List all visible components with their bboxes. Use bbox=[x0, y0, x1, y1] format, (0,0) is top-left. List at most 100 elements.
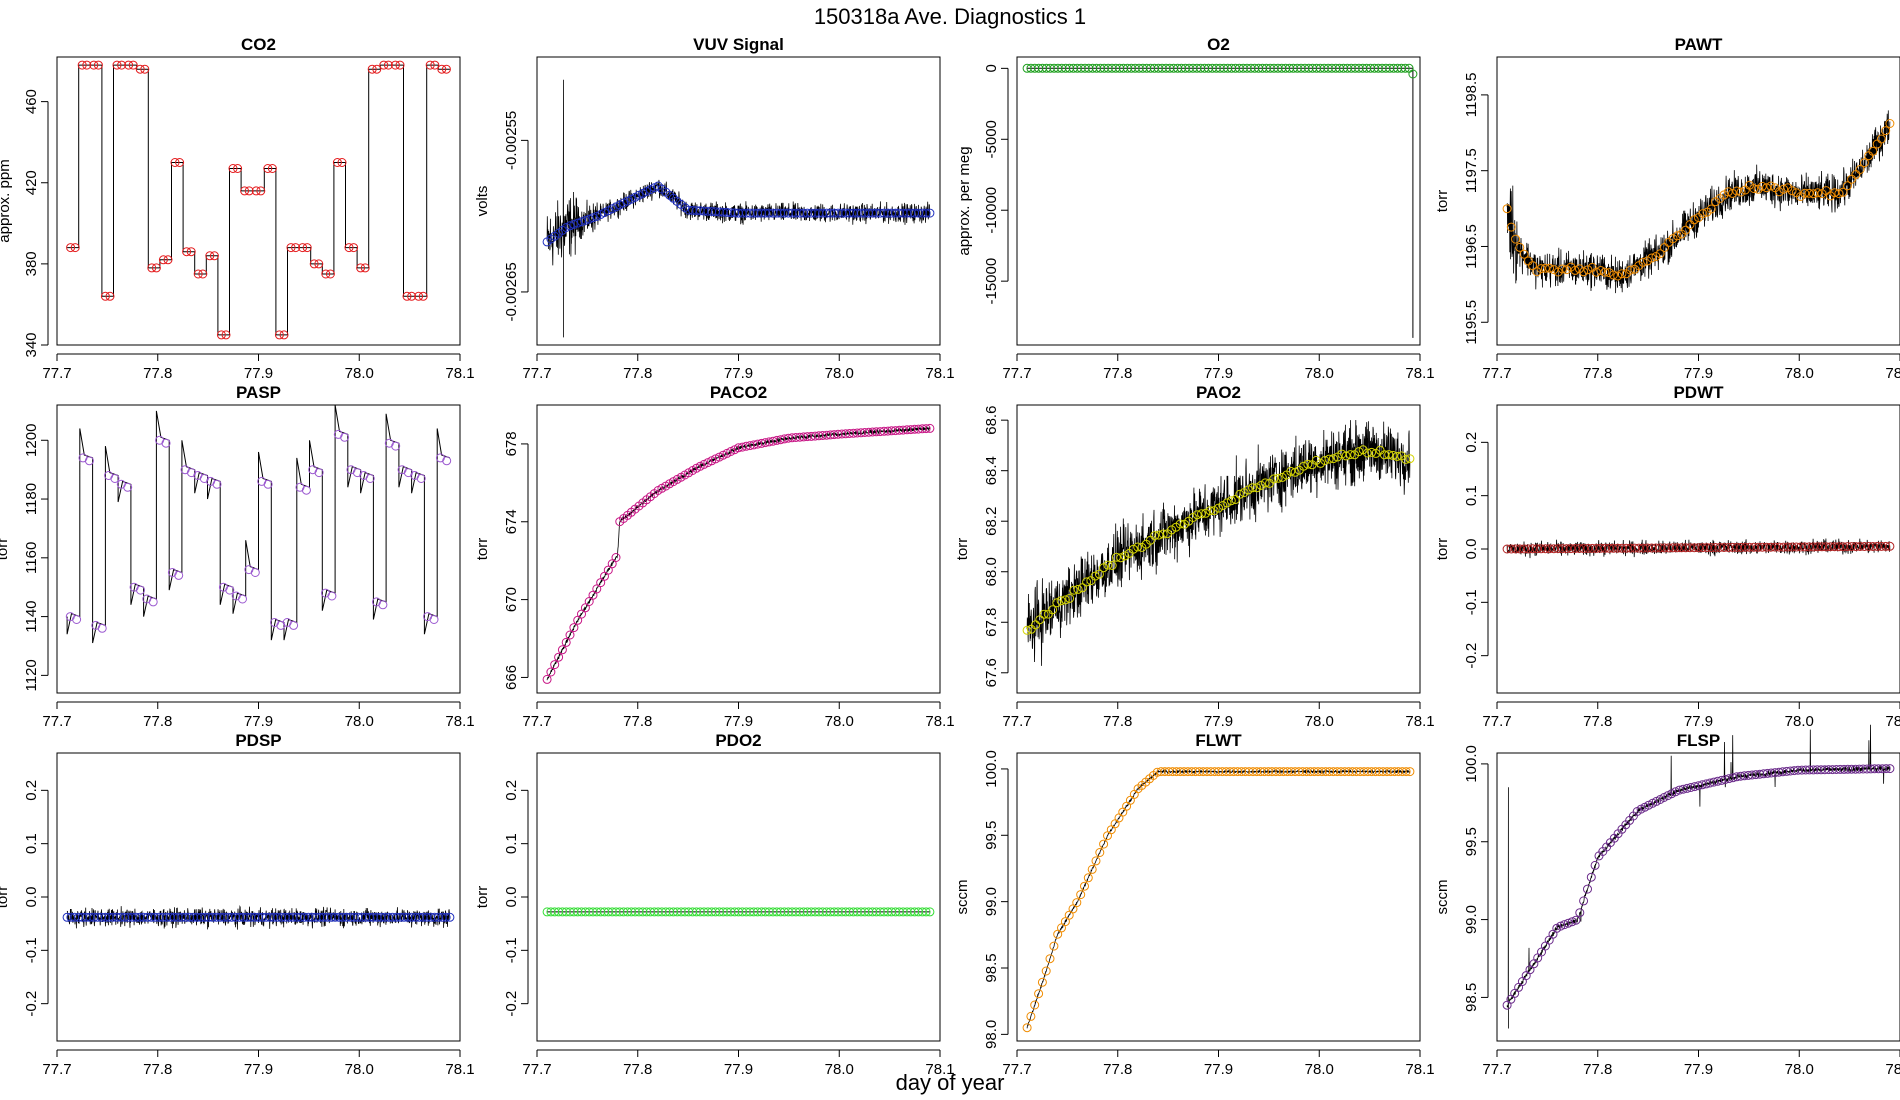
pao2-point bbox=[1128, 544, 1138, 554]
pao2-point bbox=[1405, 454, 1415, 464]
pao2-point bbox=[1320, 456, 1330, 465]
co2-point bbox=[70, 243, 80, 253]
co2-frame bbox=[56, 56, 461, 346]
co2-panel: CO2 77.7 77.8 77.9 78.0 78.1 340 380 420 460 appro… bbox=[0, 35, 475, 382]
co2-point bbox=[379, 60, 389, 70]
pao2-x-tick-label: 78.1 bbox=[1405, 713, 1434, 730]
co2-point bbox=[349, 243, 359, 253]
pasp-point bbox=[110, 474, 120, 483]
paco2-y-tick-label: 678 bbox=[503, 431, 520, 456]
o2-title: O2 bbox=[1207, 35, 1230, 54]
pao2-point bbox=[1158, 529, 1168, 539]
co2-point bbox=[321, 269, 331, 279]
pdwt-point bbox=[1664, 543, 1674, 553]
x-axis-label: day of year bbox=[895, 1070, 1005, 1095]
paco2-y-label: torr bbox=[474, 538, 491, 561]
pasp-point bbox=[301, 485, 311, 495]
flwt-x-tick-label: 77.7 bbox=[1002, 1061, 1031, 1078]
vuv-point bbox=[577, 217, 586, 227]
flsp-y-tick-label: 99.5 bbox=[1463, 827, 1480, 856]
pawt-point bbox=[1855, 165, 1865, 174]
pao2-point bbox=[1082, 577, 1092, 587]
pawt-point bbox=[1732, 186, 1742, 196]
pasp-x-tick-label: 78.1 bbox=[445, 713, 474, 730]
pao2-point bbox=[1243, 485, 1253, 495]
pao2-panel: PAO2 77.7 77.8 77.9 78.0 78.1 67.6 67.8 68.0 68.2… bbox=[954, 383, 1435, 730]
o2-x-tick-label: 78.1 bbox=[1405, 365, 1434, 382]
pdwt-x-tick-label: 77.7 bbox=[1482, 713, 1511, 730]
pawt-point bbox=[1808, 189, 1818, 199]
o2-x-tick-label: 77.8 bbox=[1103, 365, 1132, 382]
pao2-point bbox=[1048, 605, 1058, 615]
flwt-point bbox=[1405, 767, 1415, 777]
pdsp-x-tick-label: 77.7 bbox=[42, 1061, 71, 1078]
pdwt-point bbox=[1766, 542, 1776, 552]
co2-point bbox=[395, 60, 405, 70]
co2-point bbox=[100, 291, 110, 301]
pao2-point bbox=[1116, 553, 1126, 563]
pdwt-point bbox=[1834, 542, 1844, 552]
pawt-title: PAWT bbox=[1675, 35, 1723, 54]
pao2-point bbox=[1154, 530, 1164, 540]
co2-point bbox=[332, 158, 342, 167]
pdsp-point bbox=[441, 912, 451, 922]
flwt-point bbox=[1034, 989, 1044, 999]
paco2-x-tick-label: 78.1 bbox=[925, 713, 954, 730]
pawt-point bbox=[1774, 187, 1784, 197]
pao2-point bbox=[1269, 474, 1279, 484]
flwt-title: FLWT bbox=[1195, 731, 1242, 750]
pawt-point bbox=[1540, 263, 1550, 273]
o2-point bbox=[1400, 63, 1410, 73]
pawt-point bbox=[1596, 266, 1606, 275]
co2-point bbox=[344, 243, 354, 253]
pasp-y-tick-label: 1180 bbox=[23, 483, 40, 515]
pdwt-point bbox=[1851, 542, 1861, 552]
flsp-point bbox=[1586, 872, 1596, 882]
pawt-point bbox=[1749, 184, 1759, 193]
flwt-point bbox=[1045, 954, 1055, 964]
pdsp-y-tick-label: -0.1 bbox=[23, 937, 40, 963]
pawt-x-tick-label: 78.1 bbox=[1885, 365, 1900, 382]
pdo2-x-tick-label: 77.9 bbox=[724, 1061, 753, 1078]
pawt-point bbox=[1842, 181, 1852, 191]
co2-point bbox=[193, 269, 203, 279]
pasp-x-tick-label: 77.7 bbox=[42, 713, 71, 730]
pdwt-point bbox=[1689, 543, 1699, 553]
paco2-title: PACO2 bbox=[710, 383, 767, 402]
co2-point bbox=[77, 60, 87, 70]
pawt-point bbox=[1545, 263, 1555, 273]
flwt-panel: FLWT 77.7 77.8 77.9 78.0 78.1 98.0 98.5 99.0 99.5… bbox=[954, 731, 1435, 1078]
pao2-point bbox=[1341, 451, 1351, 461]
pasp-y-tick-label: 1200 bbox=[23, 424, 40, 457]
pdo2-y-tick-label: 0.1 bbox=[503, 833, 520, 854]
pao2-point bbox=[1226, 496, 1236, 506]
pdwt-point bbox=[1634, 543, 1644, 553]
pdwt-point bbox=[1791, 542, 1801, 552]
co2-point bbox=[291, 243, 301, 253]
pdwt-point bbox=[1651, 543, 1661, 553]
pao2-point bbox=[1256, 480, 1266, 490]
vuv-x-tick-label: 78.1 bbox=[925, 365, 954, 382]
paco2-x-tick-label: 77.8 bbox=[623, 713, 652, 730]
pdwt-point bbox=[1796, 542, 1806, 552]
pao2-point bbox=[1209, 506, 1219, 516]
vuv-point bbox=[573, 218, 583, 228]
co2-point bbox=[286, 243, 296, 253]
pasp-point bbox=[174, 570, 184, 580]
pawt-point bbox=[1600, 267, 1610, 277]
flwt-point bbox=[1401, 767, 1411, 777]
co2-point bbox=[117, 60, 127, 70]
paco2-point bbox=[542, 674, 552, 684]
pawt-frame bbox=[1496, 56, 1900, 346]
pao2-point bbox=[1362, 448, 1372, 458]
paco2-point bbox=[554, 652, 564, 662]
pao2-point bbox=[1073, 584, 1083, 594]
flwt-x-tick-label: 78.0 bbox=[1305, 1061, 1334, 1078]
pao2-point bbox=[1379, 450, 1389, 460]
pasp-y-tick-label: 1160 bbox=[23, 542, 40, 574]
co2-point bbox=[309, 259, 319, 269]
pdo2-x-tick-label: 78.1 bbox=[925, 1061, 954, 1078]
pao2-point bbox=[1056, 596, 1066, 606]
pao2-point bbox=[1384, 450, 1394, 460]
pdwt-point bbox=[1847, 542, 1857, 552]
